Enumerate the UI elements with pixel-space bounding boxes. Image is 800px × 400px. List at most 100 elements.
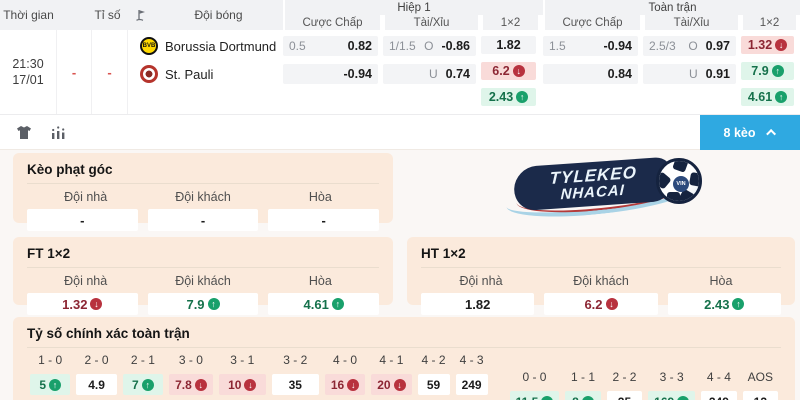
score-label: 3 - 3 bbox=[659, 370, 684, 384]
away-team-row[interactable]: St. Pauli bbox=[140, 64, 283, 84]
ft-1x2-column: 1.32 ↓ 7.9 ↑ 4.61 ↑ bbox=[741, 36, 794, 114]
ht-1x2-values: 1.82 6.2 ↓ 2.43 ↑ bbox=[421, 293, 781, 315]
away-team-crest bbox=[140, 65, 158, 83]
score-odds-cell[interactable]: 25 bbox=[606, 391, 643, 400]
score-odds-cell[interactable]: 7.8 ↓ bbox=[169, 374, 213, 395]
odds-value: 1.82 bbox=[496, 38, 521, 52]
away-header: Đội khách bbox=[175, 190, 231, 204]
ft-handicap-away-cell[interactable]: 0.84 bbox=[543, 64, 638, 84]
odds-value: 1.32 bbox=[747, 38, 773, 52]
home-header: Đội nhà bbox=[459, 274, 503, 288]
trend-up-icon: ↑ bbox=[541, 395, 554, 400]
draw-header: Hòa bbox=[308, 190, 332, 204]
score-odds-cell[interactable]: 20 ↓ bbox=[371, 374, 412, 395]
trend-down-icon: ↓ bbox=[393, 378, 406, 391]
tylekeo-nhacai-logo: TYLEKEO NHACAI VIN bbox=[500, 156, 720, 224]
odds-value: 7.8 bbox=[175, 377, 192, 392]
score-odds-cell[interactable]: 10 ↓ bbox=[218, 374, 266, 395]
h1-1x2-home-cell[interactable]: 1.82 bbox=[481, 36, 536, 54]
ft-1x2-away-cell[interactable]: 7.9 ↑ bbox=[741, 62, 794, 80]
ft-1x2-home-cell[interactable]: 1.32 ↓ bbox=[741, 36, 794, 54]
odds-value: 249 bbox=[709, 395, 729, 400]
jersey-icon[interactable] bbox=[16, 125, 32, 140]
correct-score-grid: 1 - 05↑19↑2 - 04.964↑2 - 17↑28↑3 - 07.8↓… bbox=[27, 352, 781, 400]
score-label: 4 - 0 bbox=[333, 353, 358, 367]
away-team-name: St. Pauli bbox=[165, 66, 214, 82]
odds-value: 2.43 bbox=[704, 296, 730, 312]
odds-value: 249 bbox=[461, 377, 482, 392]
home-header: Đội nhà bbox=[64, 190, 108, 204]
ht-home-odds-cell[interactable]: 1.82 bbox=[421, 293, 535, 315]
match-time: 21:30 17/01 bbox=[0, 30, 57, 114]
trend-down-icon: ↓ bbox=[194, 378, 207, 391]
ft-1x2-header: 1×2 bbox=[743, 15, 796, 30]
ht-draw-odds-cell[interactable]: 2.43 ↑ bbox=[667, 293, 781, 315]
score-odds-cell[interactable]: 16 ↓ bbox=[324, 374, 366, 395]
score-odds-cell[interactable]: 12 bbox=[742, 391, 779, 400]
home-team-name: Borussia Dortmund bbox=[165, 38, 277, 54]
h1-under-cell[interactable]: U 0.74 bbox=[383, 64, 476, 84]
score-odds-cell[interactable]: 5 ↑ bbox=[30, 374, 71, 395]
over-label: O bbox=[424, 39, 434, 53]
odds-value: 6.2 bbox=[492, 64, 510, 78]
corner-card-headers: Đội nhà Đội khách Hòa bbox=[27, 190, 379, 204]
corner-flag-icon bbox=[128, 9, 154, 22]
score-column: 2 - 2 25 bbox=[604, 369, 645, 400]
ht-away-odds-cell[interactable]: 6.2 ↓ bbox=[544, 293, 658, 315]
score-draw-group: 0 - 011.5↑1 - 18↑2 - 2253 - 3169↑4 - 424… bbox=[507, 369, 781, 400]
score-column: 4 - 4 249 bbox=[698, 369, 739, 400]
ft-under-cell[interactable]: U 0.91 bbox=[643, 64, 736, 84]
h1-1x2-draw-cell[interactable]: 2.43 ↑ bbox=[481, 88, 536, 106]
score-column: 4 - 259249 bbox=[415, 352, 453, 400]
ft-away-odds-cell[interactable]: 7.9 ↑ bbox=[147, 293, 259, 315]
odds-value: - bbox=[80, 212, 85, 228]
ft-1x2-draw-cell[interactable]: 4.61 ↑ bbox=[741, 88, 794, 106]
over-label: O bbox=[688, 39, 698, 53]
odds-cells-area: 0.5 0.82 -0.94 1/1.5 O -0.86 U 0.74 bbox=[283, 36, 794, 114]
corner-home-cell[interactable]: - bbox=[27, 209, 138, 231]
odds-value: 169 bbox=[654, 395, 674, 400]
home-team-crest: BVB bbox=[140, 37, 158, 55]
score-label: 2 - 0 bbox=[84, 353, 109, 367]
trend-up-icon: ↑ bbox=[775, 91, 788, 103]
score-odds-cell[interactable]: 249 bbox=[701, 391, 737, 400]
correct-score-title: Tỷ số chính xác toàn trận bbox=[27, 326, 781, 348]
score-odds-cell[interactable]: 35 bbox=[271, 374, 319, 395]
odds-table-header: Thời gian Tỉ số Đội bóng Hiệp 1 Toàn trậ… bbox=[0, 0, 800, 30]
h1-1x2-away-cell[interactable]: 6.2 ↓ bbox=[481, 62, 536, 80]
score-odds-cell[interactable]: 59 bbox=[417, 374, 450, 395]
score-odds-cell[interactable]: 7 ↑ bbox=[122, 374, 164, 395]
score-odds-cell[interactable]: 169↑ bbox=[648, 391, 696, 400]
score-odds-cell[interactable]: 249 bbox=[455, 374, 488, 395]
score-home: - bbox=[57, 30, 92, 114]
odds-value: 5 bbox=[39, 377, 47, 392]
home-team-row[interactable]: BVB Borussia Dortmund bbox=[140, 36, 283, 56]
ft-handicap-home-cell[interactable]: 1.5 -0.94 bbox=[543, 36, 638, 56]
h1-handicap-home-cell[interactable]: 0.5 0.82 bbox=[283, 36, 378, 56]
h1-handicap-away-cell[interactable]: -0.94 bbox=[283, 64, 378, 84]
ft-home-odds-cell[interactable]: 1.32 ↓ bbox=[27, 293, 138, 315]
odds-value: 4.9 bbox=[88, 377, 105, 392]
score-column: 3 - 235129↑ bbox=[269, 352, 322, 400]
score-odds-cell[interactable]: 11.5↑ bbox=[509, 391, 560, 400]
odds-value: 7 bbox=[132, 377, 139, 392]
stats-icon[interactable] bbox=[50, 125, 68, 140]
h1-over-cell[interactable]: 1/1.5 O -0.86 bbox=[383, 36, 476, 56]
score-odds-cell[interactable]: 4.9 bbox=[76, 374, 117, 395]
score-column-header: Tỉ số bbox=[94, 8, 121, 22]
trend-down-icon: ↓ bbox=[347, 378, 360, 391]
corner-away-cell[interactable]: - bbox=[147, 209, 259, 231]
keo-count-button[interactable]: 8 kèo bbox=[700, 115, 800, 150]
score-label: 1 - 1 bbox=[571, 370, 596, 384]
market-header-row: Cược Chấp Tài/Xỉu 1×2 Cược Chấp Tài/Xỉu … bbox=[285, 15, 800, 30]
corner-draw-cell[interactable]: - bbox=[268, 209, 380, 231]
odds-value: 2.43 bbox=[488, 90, 514, 104]
ft-draw-odds-cell[interactable]: 4.61 ↑ bbox=[268, 293, 380, 315]
score-label: 3 - 0 bbox=[178, 353, 203, 367]
score-odds-cell[interactable]: 8↑ bbox=[565, 391, 601, 400]
ft-over-cell[interactable]: 2.5/3 O 0.97 bbox=[643, 36, 736, 56]
score-label: 4 - 3 bbox=[459, 353, 484, 367]
odds-value: - bbox=[200, 212, 206, 228]
under-label: U bbox=[428, 67, 438, 81]
odds-value: 11.5 bbox=[516, 395, 539, 400]
